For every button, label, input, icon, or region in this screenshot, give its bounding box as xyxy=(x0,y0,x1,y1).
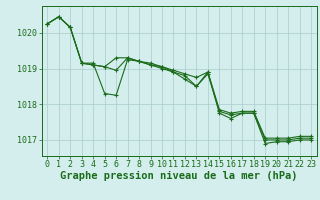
X-axis label: Graphe pression niveau de la mer (hPa): Graphe pression niveau de la mer (hPa) xyxy=(60,171,298,181)
